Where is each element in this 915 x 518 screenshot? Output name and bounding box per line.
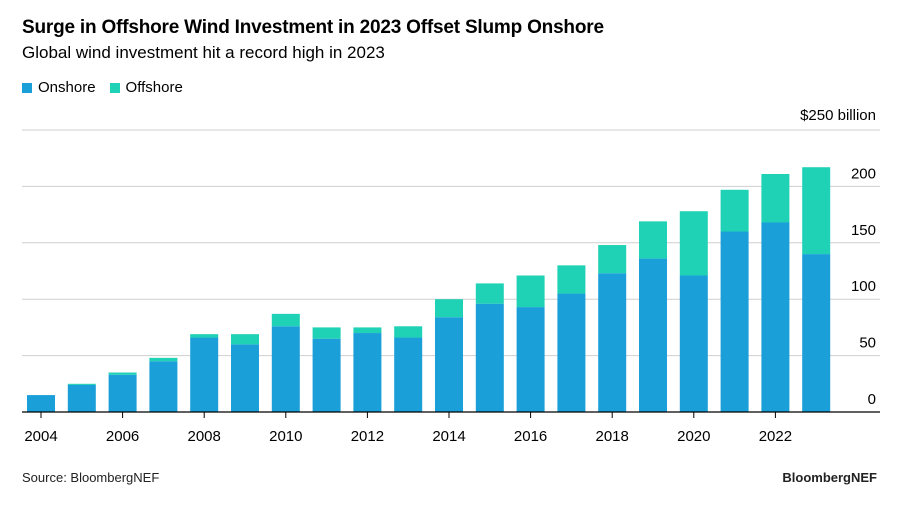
bar-offshore-2023 bbox=[802, 167, 831, 255]
brand-logo-text: BloombergNEF bbox=[782, 470, 877, 485]
bar-offshore-2008 bbox=[190, 334, 219, 338]
x-tick-label-2008: 2008 bbox=[188, 428, 221, 445]
bar-onshore-2005 bbox=[67, 384, 96, 412]
chart-subtitle: Global wind investment hit a record high… bbox=[22, 43, 385, 62]
bar-offshore-2014 bbox=[435, 299, 463, 318]
x-tick-label-2012: 2012 bbox=[351, 428, 384, 445]
bar-onshore-2014 bbox=[435, 317, 463, 412]
x-tick-label-2022: 2022 bbox=[759, 428, 792, 445]
bar-onshore-2020 bbox=[679, 275, 708, 412]
bar-offshore-2017 bbox=[557, 265, 586, 294]
bar-offshore-2015 bbox=[475, 283, 504, 304]
y-unit-label: $250 billion bbox=[800, 107, 876, 124]
bar-onshore-2019 bbox=[639, 258, 667, 412]
bar-onshore-2013 bbox=[394, 337, 423, 412]
legend-swatch-offshore bbox=[109, 82, 120, 93]
source-note: Source: BloombergNEF bbox=[22, 470, 160, 485]
bar-onshore-2021 bbox=[720, 231, 749, 412]
bar-onshore-2012 bbox=[353, 333, 382, 412]
x-tick-label-2020: 2020 bbox=[677, 428, 710, 445]
bar-offshore-2018 bbox=[598, 245, 627, 274]
bar-onshore-2007 bbox=[149, 361, 178, 412]
bar-onshore-2016 bbox=[516, 307, 545, 412]
bar-onshore-2015 bbox=[475, 303, 504, 412]
legend-item-onshore: Onshore bbox=[22, 79, 96, 96]
x-tick-label-2006: 2006 bbox=[106, 428, 139, 445]
legend-swatch-onshore bbox=[22, 82, 32, 93]
bar-offshore-2020 bbox=[679, 211, 708, 276]
bar-offshore-2022 bbox=[761, 173, 790, 223]
bar-onshore-2006 bbox=[108, 374, 137, 412]
x-tick-label-2004: 2004 bbox=[24, 428, 57, 445]
bar-offshore-2009 bbox=[231, 334, 259, 345]
bar-onshore-2018 bbox=[598, 273, 627, 412]
bar-offshore-2012 bbox=[353, 327, 382, 334]
bar-offshore-2021 bbox=[720, 189, 749, 232]
x-tick-label-2010: 2010 bbox=[269, 428, 302, 445]
x-tick-label-2014: 2014 bbox=[432, 428, 465, 445]
bar-onshore-2009 bbox=[231, 344, 259, 412]
legend-label-offshore: Offshore bbox=[125, 79, 183, 96]
bar-onshore-2004 bbox=[27, 395, 55, 412]
legend: Onshore Offshore bbox=[22, 79, 197, 96]
y-tick-label-50: 50 bbox=[859, 335, 876, 352]
bar-offshore-2005 bbox=[67, 383, 96, 385]
bar-onshore-2008 bbox=[190, 337, 219, 412]
bar-onshore-2017 bbox=[557, 293, 586, 412]
legend-label-onshore: Onshore bbox=[38, 79, 96, 96]
y-tick-label-200: 200 bbox=[851, 165, 876, 182]
bar-offshore-2011 bbox=[312, 327, 341, 339]
bar-onshore-2010 bbox=[271, 326, 300, 412]
bar-onshore-2011 bbox=[312, 338, 341, 412]
chart-title: Surge in Offshore Wind Investment in 202… bbox=[22, 17, 604, 38]
x-tick-label-2018: 2018 bbox=[596, 428, 629, 445]
bar-offshore-2010 bbox=[271, 313, 300, 327]
bar-onshore-2022 bbox=[761, 222, 790, 412]
bar-onshore-2023 bbox=[802, 254, 831, 412]
bar-offshore-2019 bbox=[639, 221, 667, 259]
bar-offshore-2007 bbox=[149, 357, 178, 362]
y-tick-label-100: 100 bbox=[851, 278, 876, 295]
y-tick-label-150: 150 bbox=[851, 222, 876, 239]
y-tick-label-0: 0 bbox=[868, 391, 876, 408]
bar-offshore-2013 bbox=[394, 326, 423, 338]
bar-offshore-2006 bbox=[108, 372, 137, 375]
legend-item-offshore: Offshore bbox=[109, 79, 183, 96]
bar-offshore-2016 bbox=[516, 275, 545, 308]
x-tick-label-2016: 2016 bbox=[514, 428, 547, 445]
